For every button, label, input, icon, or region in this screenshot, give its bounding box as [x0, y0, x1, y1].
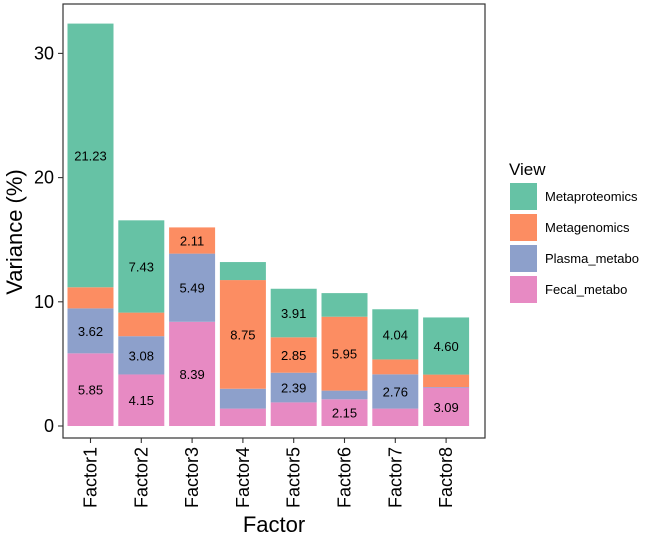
legend-label: Plasma_metabo [545, 251, 639, 266]
x-tick-label: Factor5 [284, 447, 304, 508]
y-axis: 0 10 20 30 [34, 43, 63, 436]
legend-title: View [509, 160, 546, 179]
legend-swatch-plasma-metabo [510, 245, 537, 272]
bar-segment-metagenomics-factor2 [118, 312, 165, 337]
data-label: 3.62 [78, 324, 103, 339]
x-tick-label: Factor1 [81, 447, 101, 508]
data-label: 5.49 [179, 281, 204, 296]
y-tick-label: 10 [34, 292, 54, 312]
bar-segment-metagenomics-factor5 [270, 337, 317, 373]
y-tick-label: 30 [34, 43, 54, 63]
bar-segment-metagenomics-factor4 [219, 280, 266, 389]
y-tick-label: 0 [44, 416, 54, 436]
bar-segment-metaproteomics-factor5 [270, 288, 317, 338]
legend: View Metaproteomics Metagenomics Plasma_me… [509, 160, 639, 303]
bar-segment-metaproteomics-factor7 [372, 309, 419, 360]
data-label: 4.15 [129, 393, 154, 408]
legend-label: Metagenomics [545, 220, 630, 235]
data-label: 2.39 [281, 381, 306, 396]
x-tick-label: Factor4 [233, 447, 253, 508]
x-tick-label: Factor8 [436, 447, 456, 508]
bar-segment-metagenomics-factor1 [67, 287, 114, 309]
data-label: 3.08 [129, 348, 154, 363]
bar-segment-metaproteomics-factor4 [219, 262, 266, 281]
bar-segment-plasma-metabo-factor7 [372, 374, 419, 409]
data-label: 7.43 [129, 259, 154, 274]
data-label: 3.91 [281, 306, 306, 321]
data-label: 4.60 [433, 339, 458, 354]
bar-segment-metagenomics-factor6 [321, 316, 368, 391]
bar-segment-metaproteomics-factor6 [321, 293, 368, 317]
bar-segment-fecal-metabo-factor7 [372, 408, 419, 426]
data-label: 5.95 [332, 347, 357, 362]
bar-labels-layer: 5.85 3.62 21.23 4.15 3.08 7.43 8.39 5.49 2.11 8.7… [74, 148, 459, 420]
data-label: 2.76 [383, 384, 408, 399]
bar-segment-fecal-metabo-factor3 [169, 321, 216, 426]
bar-segment-fecal-metabo-factor2 [118, 374, 165, 426]
bar-segment-metaproteomics-factor1 [67, 23, 114, 288]
bar-segment-plasma-metabo-factor8 [423, 387, 470, 388]
bar-segment-fecal-metabo-factor8 [423, 387, 470, 426]
bar-segment-plasma-metabo-factor6 [321, 390, 368, 400]
data-label: 2.15 [332, 406, 357, 421]
data-label: 8.75 [230, 327, 255, 342]
legend-swatch-fecal-metabo [510, 276, 537, 303]
bar-segment-plasma-metabo-factor5 [270, 372, 317, 403]
bar-segment-metaproteomics-factor2 [118, 220, 165, 313]
bars-layer [67, 23, 470, 426]
x-tick-label: Factor7 [385, 447, 405, 508]
bar-segment-fecal-metabo-factor5 [270, 402, 317, 426]
bar-segment-fecal-metabo-factor1 [67, 353, 114, 426]
x-tick-label: Factor6 [335, 447, 355, 508]
x-tick-label: Factor2 [131, 447, 151, 508]
x-axis: Factor1 Factor2 Factor3 Factor4 Factor5 Facto… [81, 438, 456, 508]
x-axis-title: Factor [243, 512, 305, 537]
bar-segment-fecal-metabo-factor6 [321, 399, 368, 426]
bar-segment-metaproteomics-factor8 [423, 317, 470, 375]
bar-segment-plasma-metabo-factor3 [169, 253, 216, 322]
data-label: 2.11 [180, 234, 204, 249]
legend-swatch-metagenomics [510, 214, 537, 241]
data-label: 21.23 [74, 148, 107, 163]
data-label: 4.04 [383, 327, 408, 342]
x-tick-label: Factor3 [182, 447, 202, 508]
legend-label: Fecal_metabo [545, 282, 627, 297]
data-label: 8.39 [179, 367, 204, 382]
bar-segment-plasma-metabo-factor2 [118, 336, 165, 375]
y-axis-title: Variance (%) [2, 169, 27, 295]
bar-segment-plasma-metabo-factor4 [219, 388, 266, 409]
data-label: 2.85 [281, 348, 306, 363]
bar-segment-fecal-metabo-factor4 [219, 408, 266, 426]
data-label: 3.09 [433, 400, 458, 415]
bar-segment-metagenomics-factor7 [372, 359, 419, 375]
legend-label: Metaproteomics [545, 189, 638, 204]
y-tick-label: 20 [34, 168, 54, 188]
bar-segment-metagenomics-factor8 [423, 374, 470, 388]
bar-segment-plasma-metabo-factor1 [67, 308, 114, 354]
bar-segment-metagenomics-factor3 [169, 227, 216, 254]
legend-swatch-metaproteomics [510, 183, 537, 210]
data-label: 5.85 [78, 383, 103, 398]
